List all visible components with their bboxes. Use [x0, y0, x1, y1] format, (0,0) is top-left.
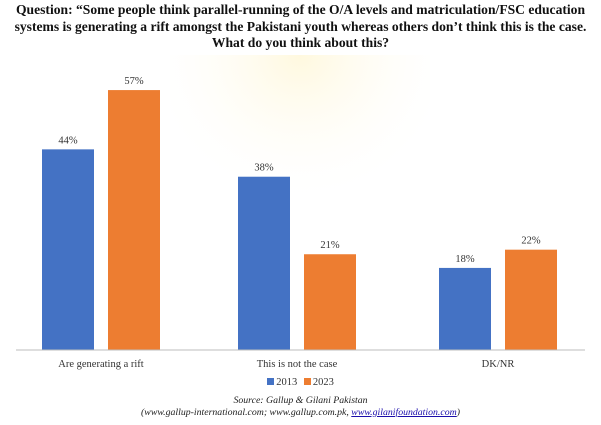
data-label-2013-are-generating-a-rift: 44%: [58, 135, 78, 146]
title-line-1: Question: “Some people think parallel-ru…: [15, 2, 586, 17]
title-line-3: What do you think about this?: [211, 35, 390, 50]
legend-label-2013: 2013: [276, 377, 298, 388]
bar-2023-dk-nr: [505, 249, 557, 350]
source-note: Source: Gallup & Gilani Pakistan (www.ga…: [0, 395, 601, 418]
chart-title: Question: “Some people think parallel-ru…: [0, 2, 601, 52]
legend-swatch-2023: [303, 378, 311, 385]
legend-item-2023: 2023: [303, 377, 334, 388]
source-suffix: ): [456, 406, 460, 418]
bar-2013-this-is-not-the-case: [238, 176, 290, 350]
legend-item-2013: 2013: [267, 377, 297, 388]
source-line-1: Source: Gallup & Gilani Pakistan: [233, 395, 368, 406]
legend: 2013 2023: [0, 377, 601, 388]
data-label-2023-are-generating-a-rift: 57%: [124, 76, 144, 87]
bar-2023-this-is-not-the-case: [304, 254, 356, 350]
source-prefix: (www.gallup-international.com; www.gallu…: [141, 406, 352, 418]
data-label-2013-this-is-not-the-case: 38%: [254, 163, 274, 174]
source-link[interactable]: www.gilanifoundation.com: [351, 406, 457, 418]
source-line-2: (www.gallup-international.com; www.gallu…: [0, 407, 601, 419]
legend-swatch-2013: [267, 378, 275, 385]
bar-2023-are-generating-a-rift: [108, 90, 160, 350]
background-glow: [170, 55, 430, 305]
title-line-2: systems is generating a rift amongst the…: [14, 18, 587, 34]
category-label-are-generating-a-rift: Are generating a rift: [58, 359, 143, 370]
bar-2013-dk-nr: [439, 267, 491, 350]
bar-2013-are-generating-a-rift: [42, 149, 94, 350]
data-label-2023-this-is-not-the-case: 21%: [320, 240, 340, 251]
category-label-dk-nr: DK/NR: [482, 359, 515, 370]
data-label-2013-dk-nr: 18%: [455, 254, 475, 265]
data-label-2023-dk-nr: 22%: [521, 236, 541, 247]
legend-label-2023: 2023: [312, 377, 334, 388]
category-label-this-is-not-the-case: This is not the case: [257, 359, 338, 370]
